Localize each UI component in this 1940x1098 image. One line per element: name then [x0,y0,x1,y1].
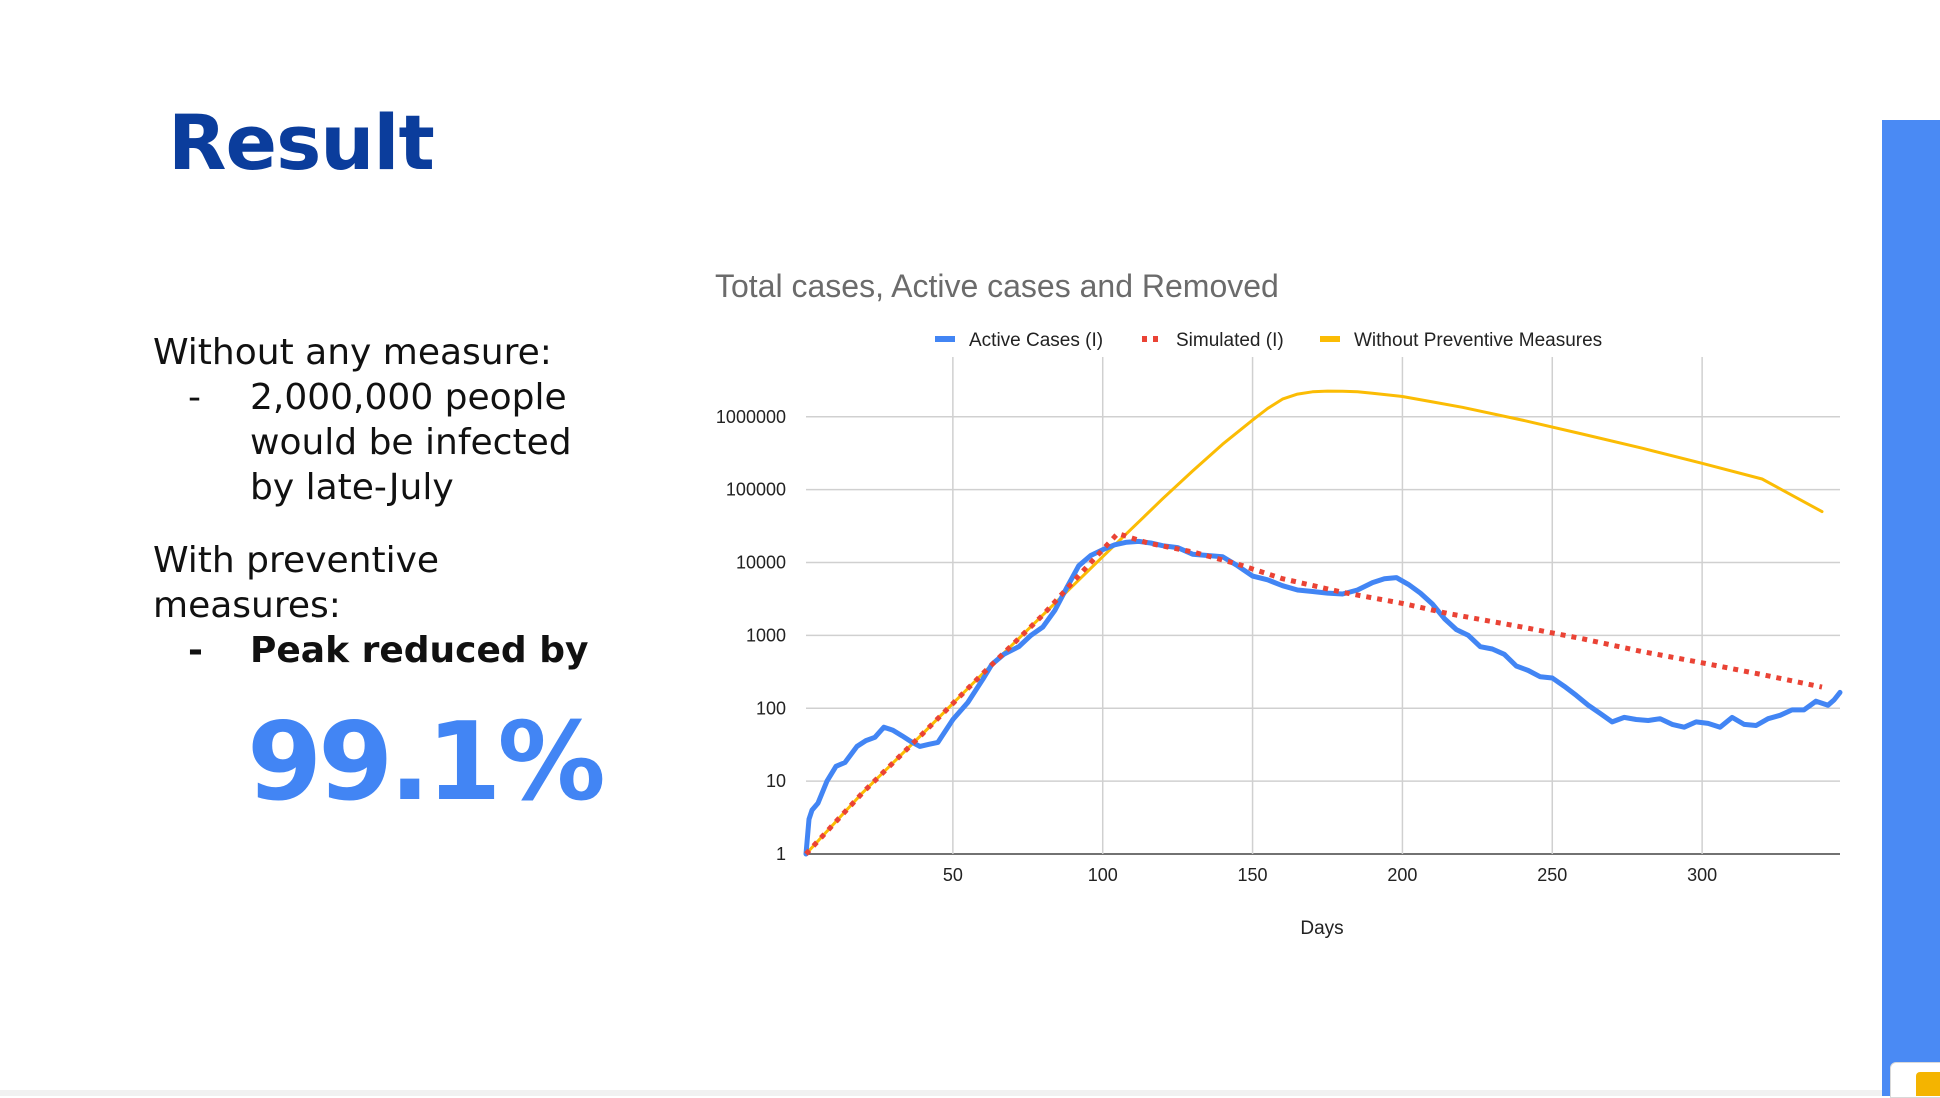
chart-legend: Active Cases (I) Simulated (I) Without Pre… [935,330,1602,351]
x-tick-label: 100 [1088,865,1118,885]
x-tick-label: 200 [1387,865,1417,885]
chart-series [803,389,1843,857]
legend-label: Without Preventive Measures [1354,330,1602,351]
series-line-simulated [804,531,1823,856]
y-tick-label: 1 [776,844,786,864]
legend-label: Active Cases (I) [969,330,1103,351]
without-heading: Without any measure: [153,332,552,373]
bullet-dash: - [188,630,203,671]
y-tick-label: 10000 [736,553,786,573]
x-tick-label: 250 [1537,865,1567,885]
chart-ticks: 1 10 100 1000 10000 100000 1000000 50 100 150 200 2… [716,407,1717,885]
without-bullet-line: by late-July [250,467,454,508]
chart-title: Total cases, Active cases and Removed [715,268,1279,304]
x-tick-label: 50 [943,865,963,885]
with-bullet-text: Peak reduced by [250,630,589,671]
slide-title: Result [168,98,435,187]
peak-reduction-value: 99.1% [247,700,606,825]
bullet-dash: - [188,377,201,418]
x-tick-label: 300 [1687,865,1717,885]
y-tick-label: 100 [756,698,786,718]
summary-text: Without any measure: - 2,000,000 people … [153,330,673,673]
y-tick-label: 1000 [746,625,786,645]
chart-grid [806,357,1840,855]
x-tick-label: 150 [1238,865,1268,885]
with-bullet: - Peak reduced by [153,628,673,673]
y-tick-label: 10 [766,771,786,791]
bottom-edge [0,1090,1882,1096]
with-heading-line: measures: [153,585,341,626]
without-bullet-line: 2,000,000 people [250,377,567,418]
series-line-active-cases [803,538,1843,857]
without-bullet-line: would be infected [250,422,572,463]
legend-label: Simulated (I) [1176,330,1284,351]
series-line-without-measures [804,389,1824,856]
y-tick-label: 100000 [726,480,786,500]
without-bullet: - 2,000,000 people would be infected by … [153,375,673,510]
x-axis-title: Days [1300,918,1343,939]
chart: Total cases, Active cases and Removed Ac… [715,268,1843,939]
with-heading-line: With preventive [153,540,440,581]
sticky-note-icon[interactable] [1916,1072,1940,1096]
side-panel-bar [1882,120,1940,1096]
y-tick-label: 1000000 [716,407,786,427]
